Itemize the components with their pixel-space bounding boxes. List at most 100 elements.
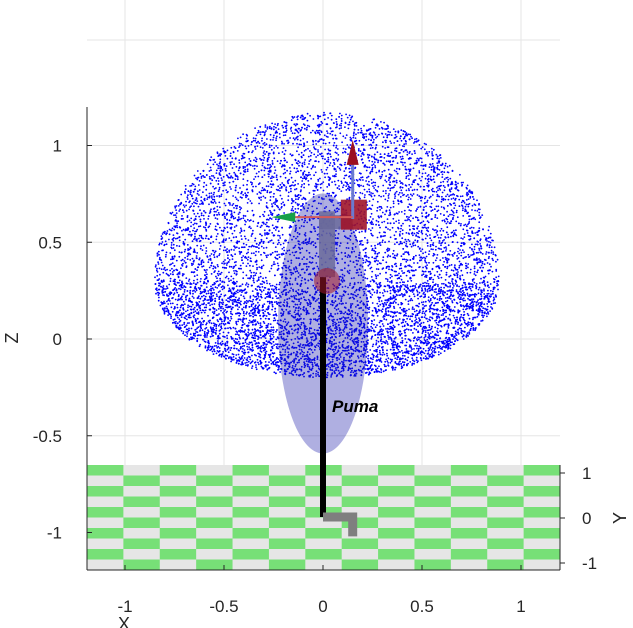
workspace-point [426, 329, 429, 332]
workspace-point [226, 248, 229, 250]
workspace-point [196, 252, 199, 254]
workspace-point [461, 274, 464, 277]
workspace-point [483, 263, 486, 266]
workspace-point [260, 196, 262, 199]
workspace-point [218, 323, 221, 326]
workspace-point [357, 132, 359, 134]
workspace-point [381, 173, 384, 176]
workspace-point [255, 185, 257, 188]
workspace-point [318, 309, 320, 312]
workspace-point [179, 319, 182, 322]
workspace-point [289, 137, 291, 139]
workspace-point [185, 204, 188, 207]
workspace-point [206, 336, 208, 338]
workspace-point [211, 311, 214, 313]
workspace-point [421, 232, 424, 235]
workspace-point [202, 282, 205, 285]
workspace-point [175, 209, 178, 212]
workspace-point [286, 161, 288, 164]
workspace-point [156, 267, 158, 270]
workspace-point [215, 210, 217, 213]
workspace-point [459, 301, 462, 303]
workspace-point [224, 259, 226, 261]
workspace-point [446, 261, 448, 264]
workspace-point [460, 201, 463, 204]
workspace-point [427, 221, 430, 224]
workspace-point [450, 198, 453, 200]
workspace-point [307, 147, 309, 150]
workspace-point [396, 162, 399, 165]
workspace-point [422, 266, 424, 269]
workspace-point [269, 133, 272, 136]
workspace-point [193, 188, 196, 191]
workspace-point [401, 352, 404, 354]
workspace-point [317, 154, 319, 157]
workspace-point [258, 197, 261, 200]
workspace-point [384, 299, 387, 302]
workspace-point [334, 329, 337, 332]
workspace-point [379, 226, 381, 229]
workspace-point [221, 262, 224, 265]
workspace-point [211, 303, 214, 306]
workspace-point [220, 177, 223, 180]
workspace-point [367, 359, 370, 362]
workspace-point [431, 154, 434, 157]
workspace-point [378, 345, 381, 348]
workspace-point [425, 152, 427, 155]
workspace-point [460, 262, 462, 265]
workspace-point [439, 330, 442, 333]
workspace-point [460, 254, 463, 257]
workspace-point [224, 309, 227, 311]
workspace-point [243, 349, 246, 351]
workspace-point [187, 233, 190, 236]
workspace-point [227, 327, 229, 330]
workspace-point [371, 302, 374, 304]
workspace-point [196, 200, 199, 203]
workspace-point [326, 172, 329, 175]
workspace-point [461, 330, 464, 332]
workspace-point [340, 331, 343, 334]
workspace-point [254, 254, 257, 257]
workspace-point [178, 281, 180, 284]
workspace-point [284, 171, 287, 174]
workspace-point [181, 280, 183, 283]
workspace-point [270, 127, 273, 130]
workspace-point [424, 331, 427, 334]
workspace-point [414, 239, 417, 242]
workspace-point [205, 184, 208, 187]
workspace-point [434, 248, 437, 251]
workspace-point [275, 301, 278, 303]
workspace-point [286, 169, 288, 172]
workspace-point [437, 324, 440, 327]
workspace-point [249, 200, 252, 202]
workspace-point [399, 306, 402, 309]
workspace-point [401, 325, 404, 328]
workspace-point [369, 292, 372, 295]
workspace-point [390, 339, 393, 342]
workspace-point [216, 277, 218, 280]
workspace-point [441, 290, 443, 293]
workspace-point [219, 279, 222, 282]
workspace-point [440, 227, 443, 230]
workspace-point [375, 223, 377, 226]
workspace-point [484, 295, 487, 297]
workspace-point [485, 251, 488, 253]
workspace-point [291, 365, 294, 367]
workspace-point [466, 332, 469, 334]
workspace-point [478, 311, 481, 314]
workspace-point [242, 277, 245, 280]
workspace-point [376, 209, 378, 212]
workspace-point [436, 164, 439, 167]
workspace-point [257, 175, 260, 178]
workspace-point [267, 254, 269, 257]
workspace-point [401, 281, 404, 283]
workspace-point [273, 371, 276, 374]
workspace-point [197, 190, 199, 193]
workspace-point [464, 293, 466, 296]
workspace-point [441, 173, 444, 176]
workspace-point [437, 283, 439, 286]
workspace-point [428, 308, 431, 311]
workspace-point [271, 224, 274, 227]
workspace-point [411, 243, 414, 245]
workspace-point [246, 183, 248, 186]
